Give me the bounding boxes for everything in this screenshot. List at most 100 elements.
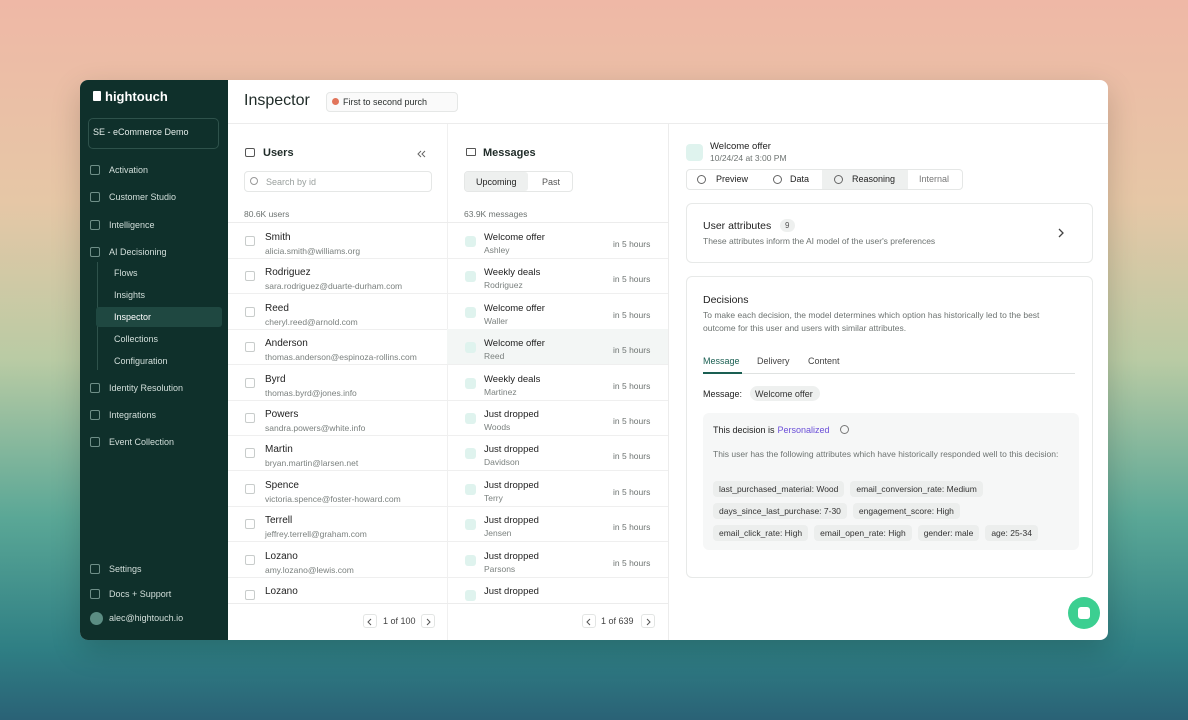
checkbox[interactable] (245, 271, 255, 282)
user-email: cheryl.reed@arnold.com (265, 316, 358, 327)
message-row[interactable]: Weekly deals Martinez in 5 hours (447, 365, 668, 401)
nav-item[interactable]: Settings (109, 564, 142, 574)
message-value: Welcome offer (755, 389, 813, 399)
user-row[interactable]: Powers sandra.powers@white.info (228, 400, 447, 436)
user-row[interactable]: Spence victoria.spence@foster-howard.com (228, 471, 447, 507)
nav-item[interactable]: Collections (114, 334, 159, 344)
nav-item[interactable]: Docs + Support (109, 589, 172, 599)
message-row[interactable]: Just dropped (447, 577, 668, 603)
message-row[interactable]: Just dropped Woods in 5 hours (447, 400, 668, 436)
user-row[interactable]: Rodriguez sara.rodriguez@duarte-durham.co… (228, 258, 447, 295)
user-email: thomas.anderson@espinoza-rollins.com (265, 352, 417, 363)
user-row[interactable]: Lozano amy.lozano@lewis.com (228, 542, 447, 578)
message-time: in 5 hours (613, 557, 651, 568)
search-icon (250, 177, 258, 185)
nav-item[interactable]: Intelligence (109, 220, 155, 230)
nav-item[interactable]: Insights (114, 290, 146, 300)
user-name: Terrell (265, 515, 293, 527)
message-icon (465, 483, 476, 495)
messages-tab[interactable]: Past (542, 177, 561, 187)
attributes-card[interactable] (686, 203, 1093, 263)
message-row[interactable]: Welcome offer Waller in 5 hours (447, 294, 668, 330)
message-time: in 5 hours (613, 274, 651, 285)
user-name: Spence (265, 479, 299, 491)
decision-tabs-line (703, 373, 1075, 374)
message-icon (465, 236, 476, 247)
checkbox[interactable] (245, 483, 255, 494)
decision-tab[interactable]: Content (808, 356, 840, 366)
account-email[interactable]: alec@hightouch.io (109, 613, 184, 623)
checkbox[interactable] (245, 413, 255, 423)
page-button[interactable] (582, 614, 596, 628)
page-button[interactable] (641, 614, 655, 628)
user-email: sara.rodriguez@duarte-durham.com (265, 281, 403, 292)
nav-item[interactable]: AI Decisioning (109, 247, 167, 257)
messages-tabs (464, 171, 573, 192)
message-user: Ashley (484, 245, 510, 255)
checkbox[interactable] (245, 554, 255, 565)
workspace-select[interactable] (88, 118, 219, 149)
sidebar (80, 80, 228, 640)
flow-select[interactable] (326, 92, 458, 112)
flow-name: First to second purch (343, 97, 428, 107)
checkbox[interactable] (245, 377, 255, 388)
nav-item[interactable]: Flows (114, 268, 138, 278)
user-row[interactable]: Smith alicia.smith@williams.org (228, 223, 447, 259)
nav-item[interactable]: Activation (109, 165, 149, 175)
page-button[interactable] (363, 614, 377, 628)
tab-active-bg (822, 170, 908, 189)
detail-tab[interactable]: Internal (919, 174, 950, 184)
decision-tab[interactable]: Delivery (757, 356, 790, 366)
chevron (586, 618, 591, 626)
nav-item[interactable]: Customer Studio (109, 192, 177, 202)
message-pill (750, 386, 820, 401)
checkbox[interactable] (245, 448, 255, 459)
nav-item[interactable]: Configuration (114, 356, 168, 366)
message-row[interactable]: Weekly deals Rodriguez in 5 hours (447, 258, 668, 295)
message-row[interactable]: Welcome offer Reed in 5 hours (447, 329, 668, 366)
message-icon (465, 377, 476, 389)
message-row[interactable]: Just dropped Terry in 5 hours (447, 471, 668, 507)
search-box[interactable] (244, 171, 432, 192)
users-count: 80.6K users (244, 209, 290, 219)
message-user: Waller (484, 315, 508, 326)
messages-tab[interactable]: Upcoming (476, 177, 517, 187)
nav-item[interactable]: Integrations (109, 410, 157, 420)
message-row[interactable]: Just dropped Jensen in 5 hours (447, 506, 668, 543)
checkbox[interactable] (245, 342, 255, 353)
detail-tab[interactable]: Reasoning (852, 174, 896, 184)
user-row[interactable]: Martin bryan.martin@larsen.net (228, 435, 447, 472)
page-button[interactable] (421, 614, 435, 628)
checkbox[interactable] (245, 306, 255, 317)
user-row[interactable]: Byrd thomas.byrd@jones.info (228, 365, 447, 401)
avatar (90, 612, 103, 625)
nav-item[interactable]: Inspector (114, 312, 152, 322)
chip-row: days_since_last_purchase: 7-30 engagement… (713, 503, 960, 519)
message-time: in 5 hours (613, 416, 651, 426)
detail-tab[interactable]: Data (790, 174, 810, 184)
nav-item[interactable]: Event Collection (109, 437, 175, 447)
reason-type[interactable]: Personalized (777, 425, 830, 435)
checkbox[interactable] (245, 236, 255, 246)
nav-item[interactable]: Identity Resolution (109, 383, 184, 393)
user-row[interactable]: Lozano (228, 577, 447, 603)
message-user: Terry (484, 492, 503, 503)
message-time: in 5 hours (613, 486, 651, 497)
collapse-icon[interactable] (416, 146, 426, 158)
nav-icon (90, 383, 100, 393)
detail-tab[interactable]: Preview (716, 174, 749, 184)
attributes-title: User attributes (703, 220, 772, 232)
message-label: Message: (703, 389, 743, 399)
user-name: Byrd (265, 373, 286, 385)
message-row[interactable]: Welcome offer Ashley in 5 hours (447, 223, 668, 259)
user-row[interactable]: Anderson thomas.anderson@espinoza-rollins… (228, 329, 447, 366)
decision-tab[interactable]: Message (703, 356, 740, 366)
user-row[interactable]: Terrell jeffrey.terrell@graham.com (228, 506, 447, 543)
checkbox[interactable] (245, 590, 255, 600)
message-row[interactable]: Just dropped Davidson in 5 hours (447, 435, 668, 472)
message-row[interactable]: Just dropped Parsons in 5 hours (447, 542, 668, 578)
chevron (426, 618, 431, 626)
user-row[interactable]: Reed cheryl.reed@arnold.com (228, 294, 447, 330)
checkbox[interactable] (245, 519, 255, 530)
message-title: Just dropped (484, 444, 539, 456)
